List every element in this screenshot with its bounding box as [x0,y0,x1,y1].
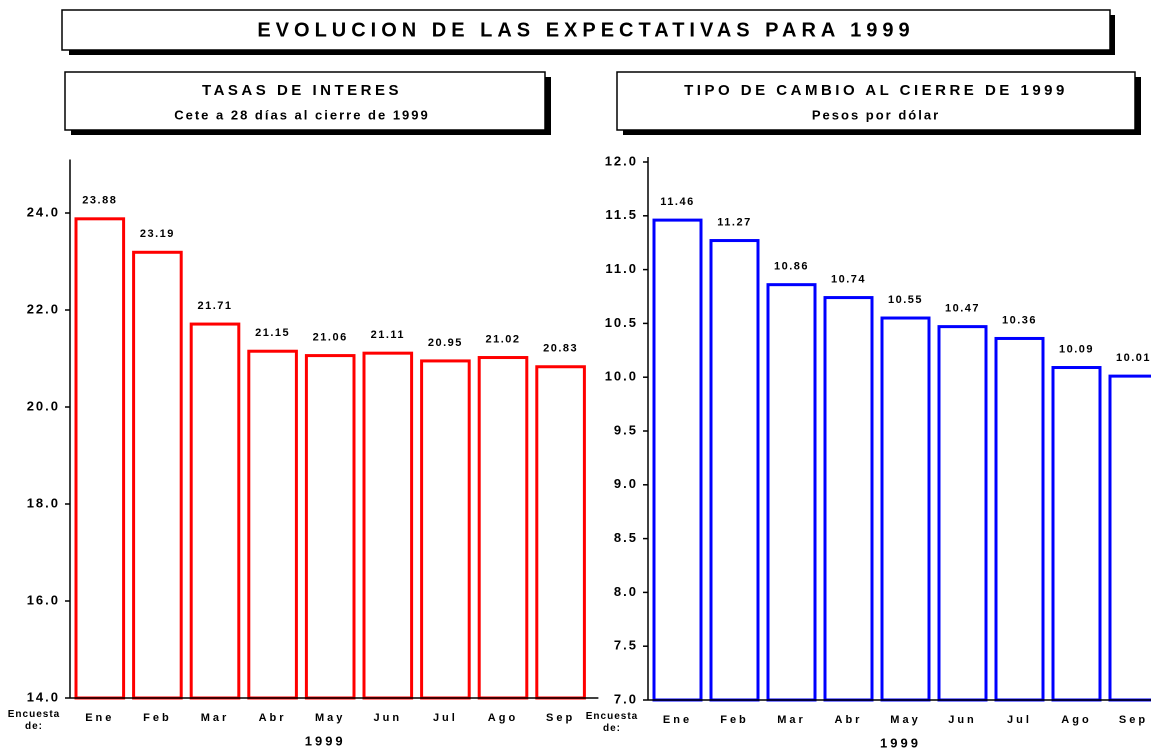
bar [1108,374,1151,702]
y-tick-label: 11.5 [605,207,638,222]
bar [74,217,126,700]
title-box [61,9,1111,51]
bar [477,356,529,700]
y-tick-label: 12.0 [605,153,638,168]
x-tick-label: Feb [143,712,172,724]
y-tick-label: 7.0 [614,691,638,706]
x-tick-label: Sep [1119,714,1148,726]
value-label: 10.47 [945,303,980,315]
y-tick-label: 24.0 [27,204,60,219]
bar [652,218,703,702]
bar [362,351,414,700]
value-label: 11.27 [717,216,751,228]
x-tick-label: Ago [488,712,518,724]
value-label: 10.74 [831,273,866,285]
bar [1051,366,1102,702]
bar [132,250,183,700]
value-label: 21.15 [255,327,290,339]
y-tick-label: 11.0 [605,261,638,276]
x-tick-label: Feb [720,714,749,726]
x-tick-label: Mar [201,712,230,724]
y-tick-label: 18.0 [27,495,60,510]
y-tick-label: 14.0 [27,689,60,704]
x-tick-label: Abr [259,712,287,724]
x-tick-label: Ene [85,712,114,724]
subtitle-box [64,71,546,131]
value-label: 23.19 [140,228,175,240]
x-axis-label: 1999 [880,735,921,750]
value-label: 21.11 [371,329,405,341]
bar [994,336,1045,702]
y-tick-label: 16.0 [27,592,60,607]
bar [304,354,356,700]
value-label: 21.06 [313,331,348,343]
bar [189,322,241,700]
value-label: 10.86 [774,261,809,273]
y-tick-label: 20.0 [27,398,60,413]
x-prefix-line: de: [603,723,621,734]
value-label: 10.01 [1116,352,1151,364]
y-tick-label: 7.5 [614,638,638,653]
value-label: 11.46 [660,196,694,208]
chart-subtitle: Pesos por dólar [812,107,940,122]
bar [420,359,471,700]
x-tick-label: May [315,712,345,724]
bar [247,349,298,700]
y-tick-label: 9.0 [614,476,638,491]
bar [766,283,817,702]
y-tick-label: 8.5 [614,530,638,545]
x-tick-label: May [890,714,920,726]
x-tick-label: Jun [374,712,403,724]
x-tick-label: Sep [546,712,575,724]
bar [535,365,586,700]
x-tick-label: Jul [433,712,458,724]
subtitle-box [616,71,1136,131]
y-tick-label: 9.5 [614,422,638,437]
value-label: 21.71 [197,300,232,312]
x-prefix: Encuesta de: [8,709,60,732]
value-label: 21.02 [485,333,520,345]
x-tick-label: Abr [835,714,863,726]
value-label: 10.36 [1002,314,1037,326]
bar [709,239,760,702]
x-tick-label: Mar [777,714,806,726]
chart-title: TASAS DE INTERES [202,82,402,99]
value-label: 20.95 [428,337,463,349]
chart-subtitle: Cete a 28 días al cierre de 1999 [174,107,430,122]
bar [937,325,988,702]
x-tick-label: Jun [948,714,977,726]
x-prefix-line: de: [25,721,43,732]
y-tick-label: 8.0 [614,584,638,599]
page-title: EVOLUCION DE LAS EXPECTATIVAS PARA 1999 [257,19,914,41]
chart-title: TIPO DE CAMBIO AL CIERRE DE 1999 [684,82,1068,99]
x-tick-label: Ago [1061,714,1091,726]
value-label: 10.09 [1059,343,1094,355]
y-tick-label: 10.5 [605,315,638,330]
y-tick-label: 10.0 [605,369,638,384]
value-label: 20.83 [543,343,578,355]
x-tick-label: Ene [663,714,692,726]
x-prefix-line: Encuesta [586,711,638,722]
x-axis-label: 1999 [305,733,346,748]
bar [880,316,931,702]
x-tick-label: Jul [1007,714,1032,726]
bar [823,296,874,702]
x-prefix-line: Encuesta [8,709,60,720]
value-label: 10.55 [888,294,923,306]
y-tick-label: 22.0 [27,301,60,316]
value-label: 23.88 [82,195,117,207]
x-prefix: Encuesta de: [586,711,638,734]
